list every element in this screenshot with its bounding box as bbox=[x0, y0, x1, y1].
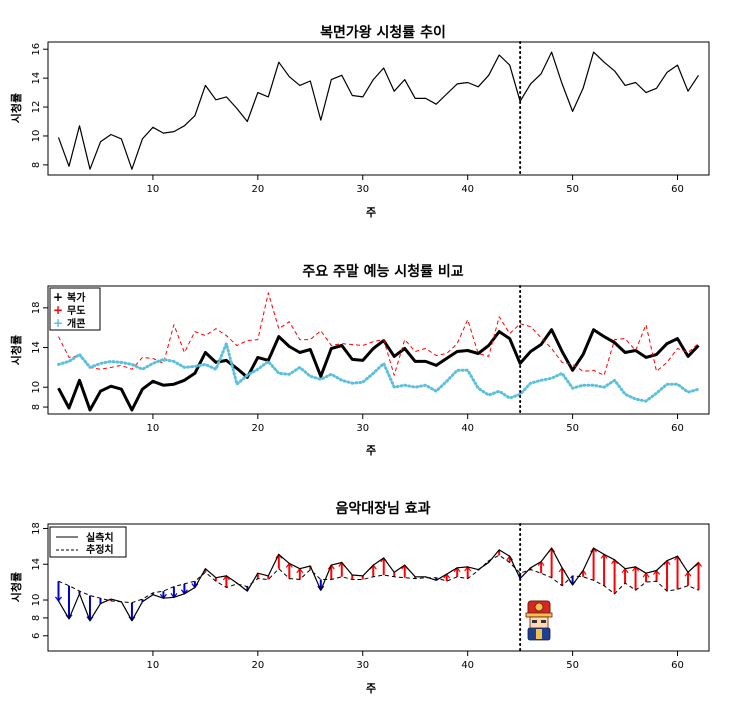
music-captain-character-icon bbox=[525, 600, 553, 641]
y-tick-label: 10 bbox=[31, 594, 42, 607]
x-tick-label: 50 bbox=[566, 184, 579, 195]
x-tick-label: 30 bbox=[356, 423, 369, 434]
x-axis: 10 20 30 40 50 60 bbox=[147, 651, 684, 671]
panel-music-captain-effect: 음악대장님 효과 10 20 30 40 50 60 6 8 10 14 18 주 시청률 실측치… bbox=[9, 500, 710, 695]
y-axis: 6 8 10 14 18 bbox=[31, 522, 48, 639]
x-tick-label: 40 bbox=[461, 184, 474, 195]
legend-entry: 추정치 bbox=[86, 543, 114, 556]
y-axis-label: 시청률 bbox=[9, 93, 23, 123]
x-axis-label: 주 bbox=[366, 682, 376, 695]
legend-entry: 무도 bbox=[67, 305, 85, 317]
y-tick-label: 18 bbox=[31, 301, 42, 314]
chart-title: 음악대장님 효과 bbox=[335, 500, 430, 517]
legend-box bbox=[49, 526, 127, 558]
y-tick-label: 10 bbox=[31, 381, 42, 394]
series-line bbox=[58, 554, 699, 604]
series-line bbox=[57, 328, 700, 412]
x-axis-label: 주 bbox=[366, 206, 376, 219]
x-tick-label: 50 bbox=[566, 660, 579, 671]
y-tick-label: 8 bbox=[31, 615, 42, 621]
series-marks bbox=[57, 41, 700, 176]
x-axis: 10 20 30 40 50 60 bbox=[147, 175, 684, 195]
plot-frame bbox=[47, 41, 710, 176]
legend-box bbox=[49, 287, 101, 331]
series-line bbox=[57, 547, 699, 622]
legend-entry: 복가 bbox=[67, 291, 86, 304]
legend-entry: 실측치 bbox=[86, 531, 114, 544]
y-axis-label: 시청률 bbox=[9, 335, 23, 365]
chart-title: 복면가왕 시청률 추이 bbox=[320, 24, 446, 41]
series-line bbox=[58, 292, 699, 376]
legend-marker-plus: + bbox=[53, 316, 63, 330]
y-tick-label: 8 bbox=[31, 404, 42, 410]
x-tick-label: 40 bbox=[461, 423, 474, 434]
y-axis: 8 10 12 14 16 bbox=[31, 43, 48, 168]
plot-frame bbox=[47, 285, 710, 415]
x-tick-label: 20 bbox=[251, 423, 264, 434]
plot-frame bbox=[47, 523, 710, 652]
series-marks bbox=[55, 523, 702, 652]
legend: + 복가 + 무도 + 개콘 bbox=[49, 287, 101, 331]
panel-rating-trend: 복면가왕 시청률 추이 10 20 30 40 50 60 8 10 12 14 16 주 시청률 bbox=[9, 24, 710, 219]
chart-title: 주요 주말 예능 시청률 비교 bbox=[302, 263, 463, 280]
x-tick-label: 60 bbox=[671, 660, 684, 671]
legend-entry: 개콘 bbox=[67, 317, 85, 330]
x-tick-label: 10 bbox=[147, 423, 160, 434]
x-tick-label: 30 bbox=[356, 184, 369, 195]
y-tick-label: 8 bbox=[31, 162, 42, 168]
y-tick-label: 14 bbox=[31, 558, 42, 571]
legend-marker-plus: + bbox=[53, 290, 63, 304]
y-tick-label: 18 bbox=[31, 522, 42, 535]
x-tick-label: 20 bbox=[251, 660, 264, 671]
x-tick-label: 50 bbox=[566, 423, 579, 434]
x-tick-label: 60 bbox=[671, 184, 684, 195]
x-axis: 10 20 30 40 50 60 bbox=[147, 414, 684, 434]
series-line bbox=[57, 342, 700, 403]
legend-marker-plus: + bbox=[53, 303, 63, 317]
y-tick-label: 14 bbox=[31, 341, 42, 354]
y-tick-label: 10 bbox=[31, 130, 42, 143]
series-marks bbox=[57, 285, 700, 415]
x-tick-label: 10 bbox=[147, 660, 160, 671]
y-tick-label: 14 bbox=[31, 72, 42, 85]
x-tick-label: 20 bbox=[251, 184, 264, 195]
y-tick-label: 12 bbox=[31, 101, 42, 114]
panel-rating-comparison: 주요 주말 예능 시청률 비교 10 20 30 40 50 60 8 10 14 18 주 시… bbox=[9, 263, 710, 457]
x-tick-label: 10 bbox=[147, 184, 160, 195]
y-tick-label: 6 bbox=[31, 633, 42, 639]
x-tick-label: 40 bbox=[461, 660, 474, 671]
y-tick-label: 16 bbox=[31, 43, 42, 56]
y-axis: 8 10 14 18 bbox=[31, 301, 48, 410]
x-tick-label: 60 bbox=[671, 423, 684, 434]
x-axis-label: 주 bbox=[366, 444, 376, 457]
y-axis-label: 시청률 bbox=[9, 572, 23, 602]
series-line bbox=[57, 51, 700, 170]
x-tick-label: 30 bbox=[356, 660, 369, 671]
legend: 실측치 추정치 bbox=[49, 526, 127, 558]
